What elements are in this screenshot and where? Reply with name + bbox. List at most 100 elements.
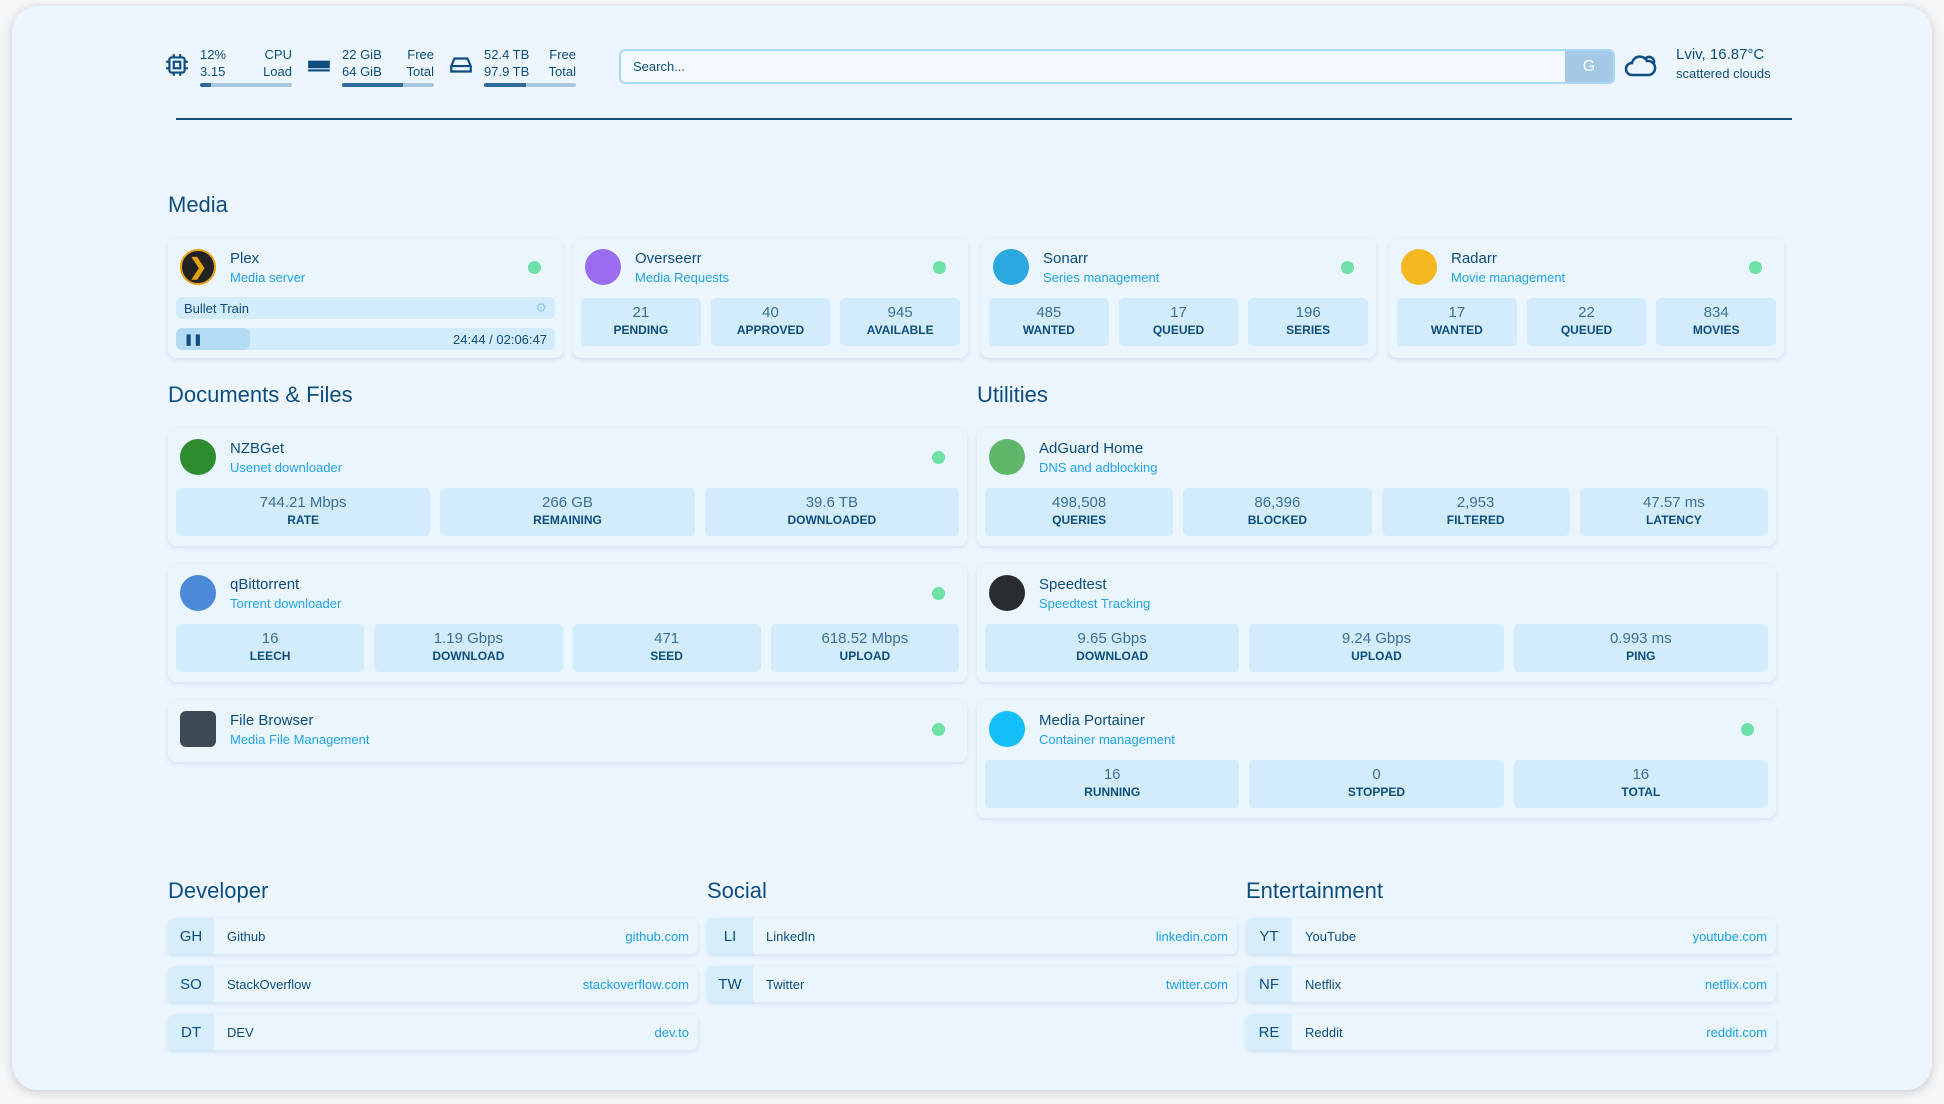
search-input[interactable] [621, 59, 1565, 74]
service-description: Media Requests [635, 269, 729, 285]
service-card-sonarr[interactable]: Sonarr Series management 485 WANTED 17 QUEUE… [981, 238, 1376, 358]
memory-widget: 22 GiB Free 64 GiB Total [306, 46, 434, 87]
stat-label: LATENCY [1645, 513, 1702, 527]
stat-tile: 618.52 Mbps UPLOAD [770, 624, 959, 672]
bookmark-url[interactable]: github.com [625, 928, 689, 944]
stat-tile: 9.24 Gbps UPLOAD [1249, 624, 1504, 672]
stat-tile: 39.6 TB DOWNLOADED [704, 488, 959, 536]
service-name: Overseerr [635, 249, 702, 267]
stat-tile: 47.57 ms LATENCY [1579, 488, 1768, 536]
bookmark-dev[interactable]: DT DEV dev.to [168, 1014, 698, 1050]
memory-free: 22 GiB [342, 47, 382, 62]
stat-label: QUEUED [1560, 323, 1613, 337]
search-provider-button[interactable]: G [1565, 51, 1613, 82]
service-name: Sonarr [1043, 249, 1089, 267]
section-entertainment: Entertainment [1246, 878, 1383, 903]
stat-label: BLOCKED [1247, 513, 1308, 527]
cpu-icon [166, 54, 188, 76]
stat-label: REMAINING [533, 513, 602, 527]
service-description: Series management [1043, 269, 1160, 285]
status-dot [1341, 261, 1354, 274]
service-description: Usenet downloader [230, 459, 343, 475]
sonarr-logo-icon [993, 249, 1029, 285]
bookmark-abbr: YT [1246, 918, 1292, 954]
stat-label: PING [1626, 649, 1656, 663]
cpu-label: CPU [264, 47, 292, 62]
stat-value: 2,953 [1456, 494, 1495, 511]
memory-bar [342, 83, 434, 87]
service-card-nzbget[interactable]: NZBGet Usenet downloader 744.21 Mbps RATE 2… [168, 428, 967, 546]
bookmark-reddit[interactable]: RE Reddit reddit.com [1246, 1014, 1776, 1050]
dashboard: 12% CPU 3.15 Load 22 GiB Free 64 GiB Total 5… [12, 6, 1932, 1090]
stat-value: 1.19 Gbps [433, 630, 503, 647]
bookmark-url[interactable]: linkedin.com [1155, 928, 1228, 944]
bookmark-stackoverflow[interactable]: SO StackOverflow stackoverflow.com [168, 966, 698, 1002]
stat-tile: 9.65 Gbps DOWNLOAD [985, 624, 1240, 672]
radarr-logo-icon [1401, 249, 1437, 285]
service-card-overseerr[interactable]: Overseerr Media Requests 21 PENDING 40 APPRO… [573, 238, 968, 358]
weather-condition: scattered clouds [1676, 66, 1771, 81]
bookmark-abbr: DT [168, 1014, 214, 1050]
bookmark-url[interactable]: netflix.com [1704, 976, 1767, 992]
service-card-plex[interactable]: ❯ Plex Media server Bullet Train ⚙ ❚❚ 24:44… [168, 238, 563, 358]
bookmark-netflix[interactable]: NF Netflix netflix.com [1246, 966, 1776, 1002]
overseerr-logo-icon [585, 249, 621, 285]
bookmark-url[interactable]: stackoverflow.com [582, 976, 689, 992]
weather-widget[interactable]: Lviv, 16.87°C scattered clouds [1624, 46, 1771, 81]
speedtest-logo-icon [989, 575, 1025, 611]
bookmark-url[interactable]: reddit.com [1706, 1024, 1767, 1040]
memory-free-label: Free [407, 47, 434, 62]
bookmark-name: Twitter [766, 976, 805, 992]
stat-tile: 1.19 Gbps DOWNLOAD [374, 624, 563, 672]
section-media: Media [168, 192, 228, 217]
bookmark-github[interactable]: GH Github github.com [168, 918, 698, 954]
stat-label: WANTED [1022, 323, 1075, 337]
disk-widget: 52.4 TB Free 97.9 TB Total [448, 46, 576, 87]
cpu-widget: 12% CPU 3.15 Load [164, 46, 292, 87]
service-card-radarr[interactable]: Radarr Movie management 17 WANTED 22 QUEUED 8… [1389, 238, 1784, 358]
bookmark-youtube[interactable]: YT YouTube youtube.com [1246, 918, 1776, 954]
status-dot [933, 261, 946, 274]
stat-label: SEED [650, 649, 683, 663]
stat-tile: 16 TOTAL [1513, 760, 1768, 808]
bookmark-name: DEV [227, 1024, 254, 1040]
status-dot [932, 587, 945, 600]
bookmark-twitter[interactable]: TW Twitter twitter.com [707, 966, 1237, 1002]
stat-tile: 485 WANTED [989, 298, 1109, 346]
stat-tile: 40 APPROVED [710, 298, 831, 346]
stat-label: LEECH [249, 649, 291, 663]
header-divider [176, 118, 1792, 120]
stat-value: 40 [762, 304, 779, 321]
bookmark-name: StackOverflow [227, 976, 311, 992]
stat-value: 16 [1103, 766, 1121, 783]
service-card-qbittorrent[interactable]: qBittorrent Torrent downloader 16 LEECH 1.1… [168, 564, 967, 682]
stat-tile: 21 PENDING [581, 298, 701, 346]
memory-total: 64 GiB [342, 64, 382, 79]
service-card-adguard[interactable]: AdGuard Home DNS and adblocking 498,508 QU… [977, 428, 1776, 546]
stat-label: FILTERED [1446, 513, 1505, 527]
service-name: NZBGet [230, 439, 285, 457]
playback-progress[interactable]: ❚❚ 24:44 / 02:06:47 [176, 328, 555, 350]
service-name: Speedtest [1039, 575, 1107, 593]
stat-label: RATE [287, 513, 320, 527]
pause-icon[interactable]: ❚❚ [184, 333, 203, 346]
service-card-file-browser[interactable]: File Browser Media File Management [168, 700, 967, 762]
search-box: G [619, 49, 1615, 84]
memory-icon [308, 60, 330, 72]
bookmark-linkedin[interactable]: LI LinkedIn linkedin.com [707, 918, 1237, 954]
bookmark-url[interactable]: youtube.com [1692, 928, 1767, 944]
service-card-speedtest[interactable]: Speedtest Speedtest Tracking 9.65 Gbps DOW… [977, 564, 1776, 682]
bookmark-url[interactable]: dev.to [654, 1024, 689, 1040]
stat-tile: 17 QUEUED [1118, 298, 1239, 346]
stat-tile: 2,953 FILTERED [1381, 488, 1570, 536]
service-description: Movie management [1451, 269, 1566, 285]
stat-label: RUNNING [1084, 785, 1141, 799]
service-card-portainer[interactable]: Media Portainer Container management 16 RU… [977, 700, 1776, 818]
disk-free-label: Free [549, 47, 576, 62]
bookmark-url[interactable]: twitter.com [1165, 976, 1228, 992]
stat-value: 0 [1372, 766, 1381, 783]
service-name: qBittorrent [230, 575, 300, 593]
stat-tile: 17 WANTED [1397, 298, 1517, 346]
stat-value: 47.57 ms [1643, 494, 1705, 511]
now-playing-title: Bullet Train [184, 300, 250, 316]
